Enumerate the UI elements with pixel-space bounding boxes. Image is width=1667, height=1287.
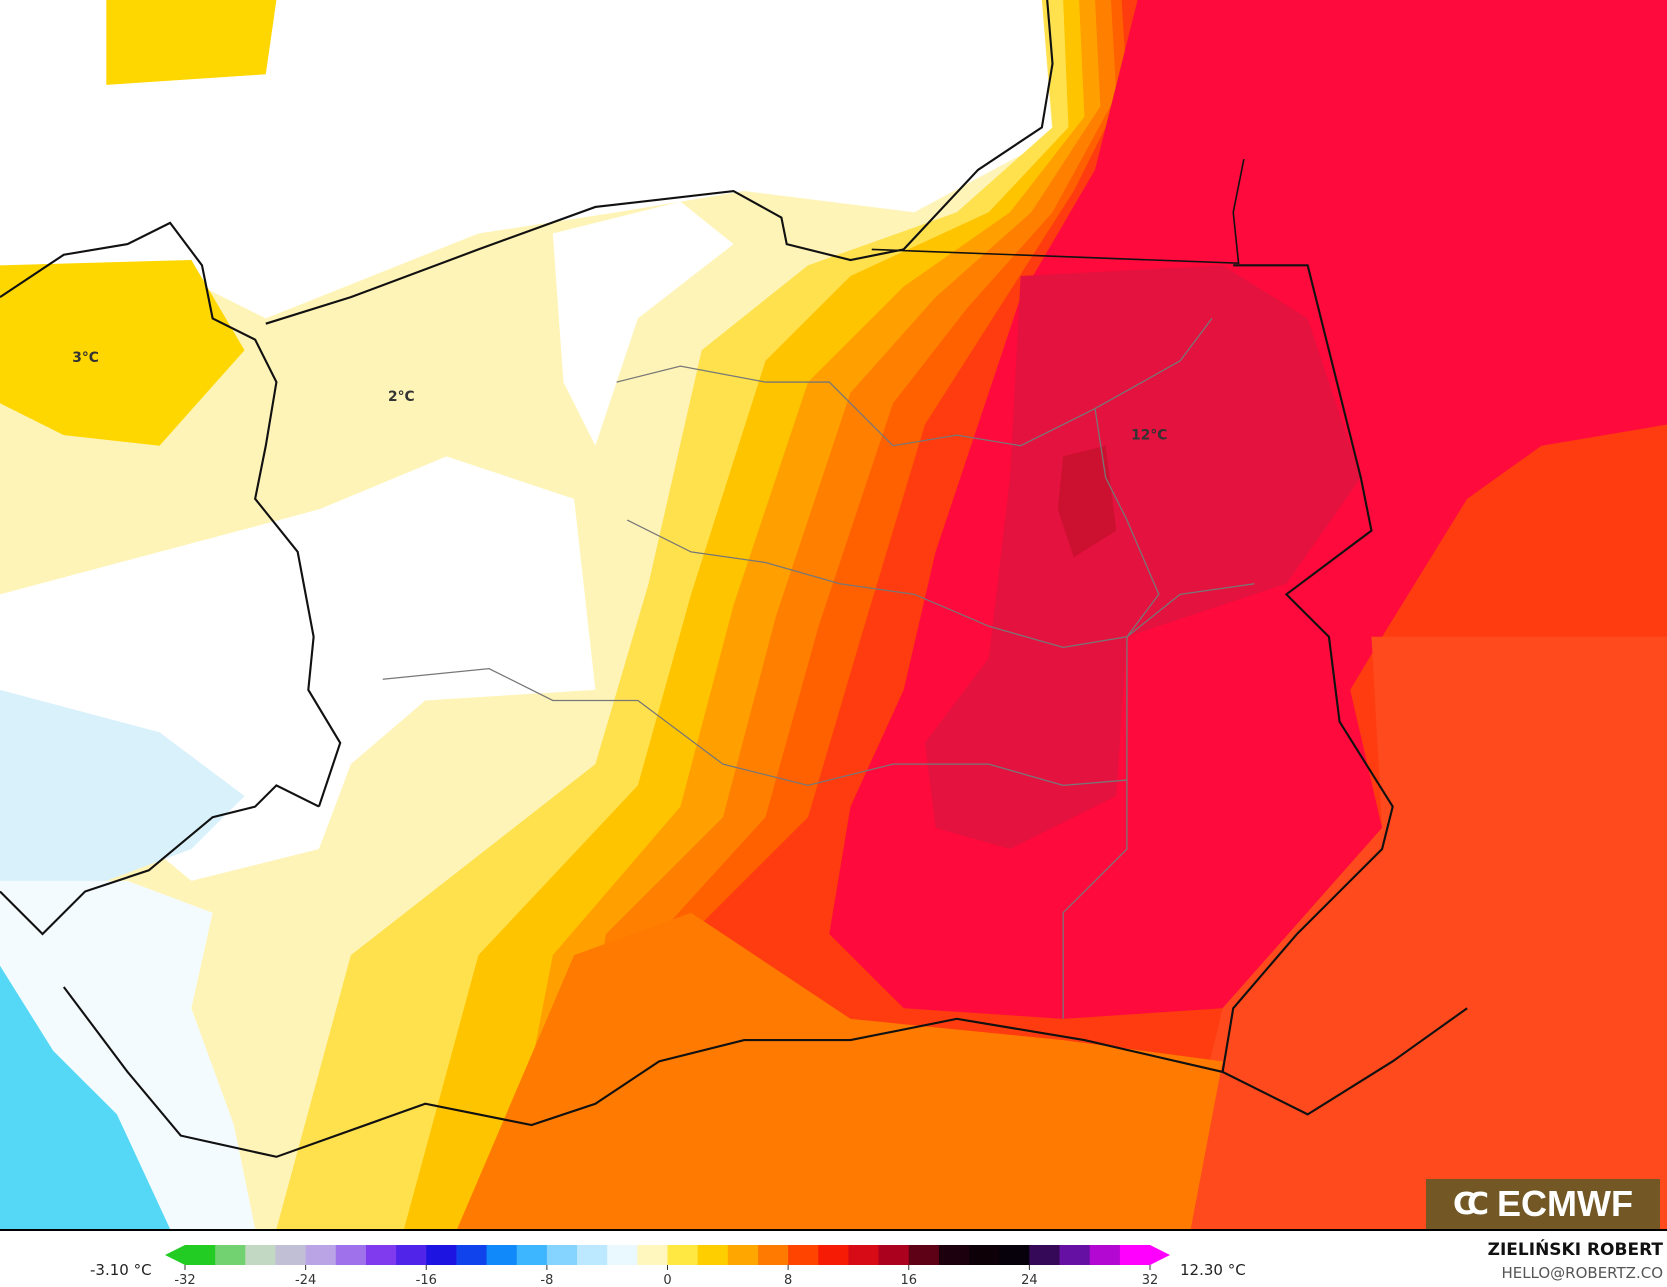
colorbar-min-label: -3.10 °C (90, 1261, 152, 1279)
colorbar-cell (546, 1245, 578, 1265)
colorbar-cell (938, 1245, 970, 1265)
region-borders (616, 318, 1213, 447)
colorbar-cell (365, 1245, 397, 1265)
colorbar-cell (999, 1245, 1030, 1265)
temperature-label: 3°C (72, 350, 99, 366)
border-kaliningrad (871, 159, 1245, 265)
colorbar-cell (215, 1245, 246, 1265)
colorbar-cell (516, 1245, 548, 1265)
colorbar-max-arrow (1150, 1245, 1170, 1265)
colorbar-cell (908, 1245, 940, 1265)
colorbar-cell (577, 1245, 608, 1265)
colorbar-tick-label: 8 (784, 1273, 792, 1287)
colorbar-cell (757, 1245, 789, 1265)
ecmwf-logo: CC ECMWF (1426, 1179, 1660, 1229)
orange-region-south (457, 912, 1223, 1229)
colorbar-cell (788, 1245, 819, 1265)
yellow-region-northwest (106, 0, 277, 85)
colorbar-cell (1119, 1245, 1151, 1265)
colorbar-cell (335, 1245, 367, 1265)
colorbar-tick-label: -8 (540, 1273, 553, 1287)
temperature-label: 2°C (388, 389, 415, 405)
author-credit: ZIELIŃSKI ROBERT (1487, 1240, 1663, 1260)
colorbar-cell (275, 1245, 307, 1265)
blue-region (0, 965, 171, 1229)
yellow-region-west (0, 260, 245, 446)
white-region-north (552, 201, 734, 446)
region-borders-4 (1062, 408, 1160, 1019)
colorbar-tick-label: 24 (1021, 1273, 1038, 1287)
border-germany-poland (0, 784, 320, 936)
colorbar-tick-label: -24 (295, 1273, 316, 1287)
author-email: HELLO@ROBERTZ.CO (1501, 1264, 1663, 1282)
colorbar-cell (878, 1245, 910, 1265)
colorbar-cell (697, 1245, 729, 1265)
ecmwf-emblem-icon: CC (1452, 1186, 1489, 1222)
border-south (62, 986, 1468, 1158)
colorbar-cell (667, 1245, 699, 1265)
colorbar-tick-label: -32 (174, 1273, 195, 1287)
colorbar-min-arrow (165, 1245, 185, 1265)
coastline-west (0, 221, 342, 807)
colorbar-tick-label: -16 (416, 1273, 437, 1287)
colorbar-cell (1059, 1245, 1091, 1265)
region-borders-2 (626, 519, 1255, 649)
colorbar-cell (305, 1245, 337, 1265)
colorbar-max-label: 12.30 °C (1180, 1261, 1246, 1279)
colorbar-cell (486, 1245, 518, 1265)
temperature-map: 3°C 2°C 12°C (0, 0, 1667, 1231)
orange-red-region-east (1169, 636, 1667, 1229)
coastline (265, 0, 1054, 325)
colorbar-tick-label: 16 (900, 1273, 917, 1287)
colorbar-cell (456, 1245, 488, 1265)
colorbar-tick-label: 32 (1142, 1273, 1159, 1287)
colorbar-cell (1089, 1245, 1121, 1265)
colorbar-cell (245, 1245, 276, 1265)
colorbar-cell (818, 1245, 849, 1265)
temperature-label: 12°C (1131, 427, 1167, 443)
white-region-sea (0, 0, 1053, 319)
colorbar-tick-label: 0 (663, 1273, 671, 1287)
colorbar-cell (727, 1245, 759, 1265)
dark-crimson-region (1057, 445, 1117, 558)
colorbar-cell (1029, 1245, 1061, 1265)
ecmwf-logo-text: ECMWF (1497, 1183, 1633, 1224)
colorbar-cell (185, 1245, 216, 1265)
colorbar-cell (637, 1245, 668, 1265)
border-east (1221, 264, 1394, 1073)
colorbar-cell (969, 1245, 1000, 1265)
colorbar-cell (426, 1245, 457, 1265)
colorbar-cell (396, 1245, 427, 1265)
colorbar: -32 -24 -16 -8 0 8 16 24 32 (165, 1245, 1170, 1287)
region-borders-3 (382, 667, 1127, 787)
colorbar-cell (607, 1245, 638, 1265)
colorbar-cell (848, 1245, 880, 1265)
